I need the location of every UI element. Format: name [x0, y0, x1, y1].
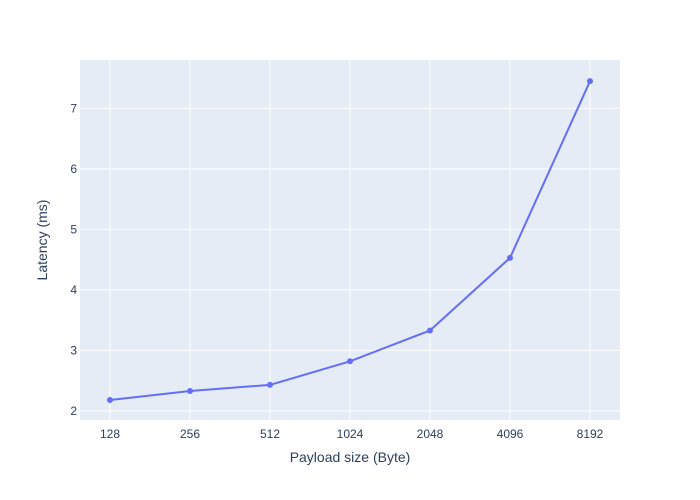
y-tick-label: 6: [70, 162, 77, 176]
x-tick-label: 256: [180, 427, 200, 441]
x-tick-label: 128: [100, 427, 120, 441]
y-tick-label: 2: [70, 404, 77, 418]
x-tick-label: 8192: [577, 427, 604, 441]
grid-lines: [80, 60, 620, 420]
data-point: [187, 387, 193, 394]
x-tick-labels: 128 256 512 1024 2048 4096 8192: [100, 427, 604, 441]
data-point: [347, 358, 353, 365]
data-point: [107, 397, 113, 404]
x-tick-label: 2048: [417, 427, 444, 441]
data-point: [267, 381, 273, 388]
data-point: [427, 327, 433, 334]
y-tick-label: 3: [70, 343, 77, 357]
data-point: [587, 78, 593, 85]
x-axis-title: Payload size (Byte): [290, 449, 411, 465]
y-tick-label: 7: [70, 101, 77, 115]
data-point: [507, 254, 513, 261]
x-tick-label: 512: [260, 427, 280, 441]
y-axis-title: Latency (ms): [34, 200, 50, 281]
series-layer: [107, 78, 593, 404]
y-tick-label: 5: [70, 222, 77, 236]
x-tick-label: 4096: [497, 427, 524, 441]
y-tick-label: 4: [70, 283, 77, 297]
y-tick-labels: 2 3 4 5 6 7: [70, 101, 77, 418]
x-tick-label: 1024: [337, 427, 364, 441]
